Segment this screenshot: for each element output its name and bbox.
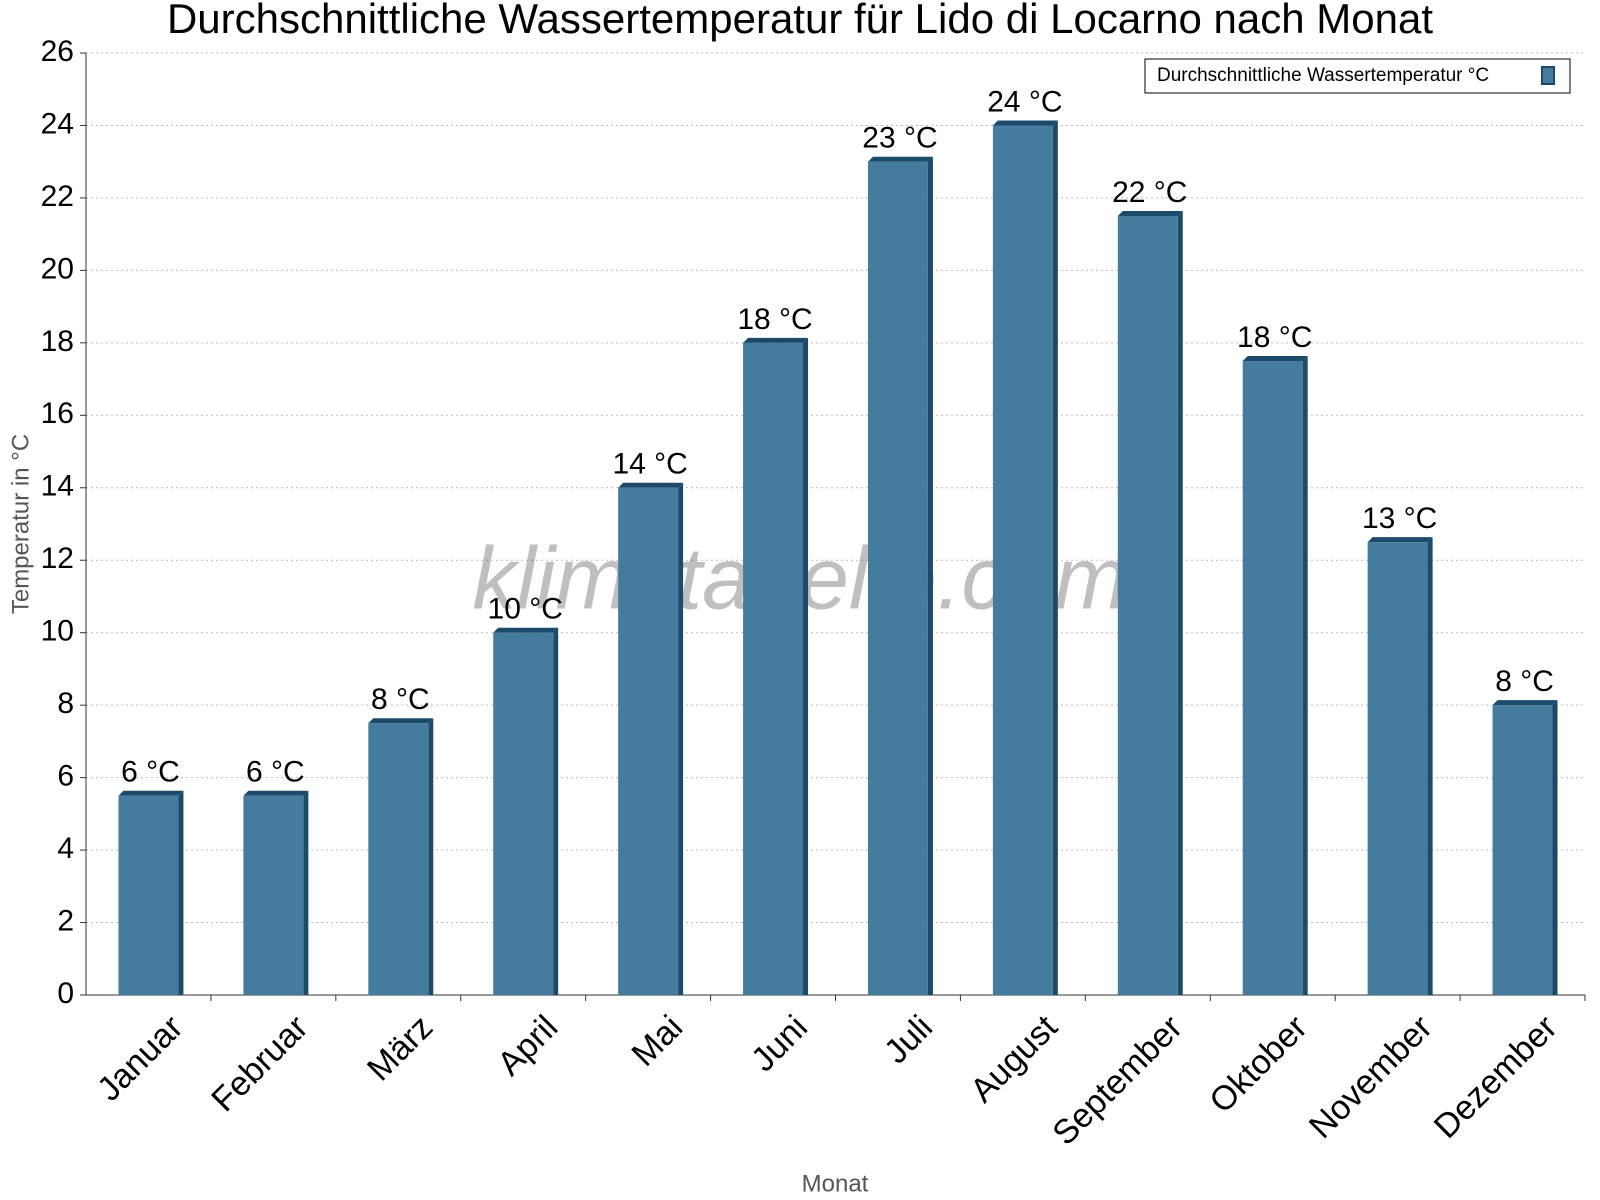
bar-side <box>927 156 933 995</box>
bar-top <box>493 627 559 633</box>
x-tick-label: April <box>490 1008 565 1083</box>
y-tick-label: 8 <box>57 687 74 720</box>
chart-title: Durchschnittliche Wassertemperatur für L… <box>167 0 1433 42</box>
data-label: 8 °C <box>371 683 430 716</box>
x-axis-title: Monat <box>802 1170 869 1197</box>
data-label: 22 °C <box>1112 176 1187 209</box>
y-tick-label: 12 <box>41 542 74 575</box>
y-tick-label: 24 <box>41 107 74 140</box>
y-tick-label: 26 <box>41 35 74 68</box>
bar-side <box>303 790 309 995</box>
bar-top <box>1367 537 1433 543</box>
y-tick-label: 22 <box>41 180 74 213</box>
data-label: 24 °C <box>987 85 1062 118</box>
bar-top <box>1117 211 1183 217</box>
y-tick-label: 20 <box>41 252 74 285</box>
data-label: 14 °C <box>612 448 687 481</box>
bar-side <box>1427 537 1433 995</box>
x-tick-label: Dezember <box>1427 1008 1565 1146</box>
bar-side <box>1052 120 1058 995</box>
x-tick-label: November <box>1302 1008 1440 1146</box>
data-label: 10 °C <box>488 593 563 626</box>
bar <box>1492 705 1553 995</box>
y-tick-label: 18 <box>41 325 74 358</box>
y-tick-label: 16 <box>41 397 74 430</box>
bar <box>867 161 928 995</box>
bar-top <box>118 790 184 796</box>
data-label: 18 °C <box>1237 321 1312 354</box>
bar-side <box>1177 211 1183 996</box>
bar <box>118 795 179 995</box>
legend-box <box>1144 58 1571 94</box>
y-tick-label: 10 <box>41 615 74 648</box>
bar <box>368 723 429 995</box>
x-tick-label: Juni <box>744 1008 815 1079</box>
bar-top <box>243 790 309 796</box>
bar <box>992 125 1053 995</box>
x-tick-label: März <box>360 1008 440 1088</box>
bar <box>1117 216 1178 996</box>
bar <box>1367 542 1428 995</box>
bar-top <box>368 718 434 724</box>
bar <box>1242 360 1303 995</box>
data-label: 13 °C <box>1362 502 1437 535</box>
bar <box>743 342 804 995</box>
y-axis-title: Temperatur in °C <box>7 434 34 614</box>
bar-side <box>1552 700 1558 995</box>
x-tick-label: September <box>1045 1008 1189 1152</box>
legend-swatch <box>1541 66 1555 85</box>
y-tick-label: 14 <box>41 470 74 503</box>
data-label: 18 °C <box>737 303 812 336</box>
y-tick-label: 0 <box>57 977 74 1010</box>
bar-top <box>743 337 809 343</box>
bar <box>493 632 554 995</box>
bar-top <box>992 120 1058 126</box>
y-tick-label: 4 <box>57 832 74 865</box>
data-label: 23 °C <box>862 122 937 155</box>
x-tick-label: Juli <box>877 1008 940 1071</box>
bar-side <box>428 718 434 995</box>
bar-top <box>867 156 933 162</box>
x-tick-label: Mai <box>625 1008 691 1074</box>
data-label: 6 °C <box>246 756 305 789</box>
bar-side <box>553 627 559 995</box>
bar-side <box>678 482 684 995</box>
bar-side <box>1302 355 1308 995</box>
x-tick-label: Februar <box>204 1008 315 1119</box>
bar-top <box>1242 355 1308 361</box>
data-label: 8 °C <box>1495 665 1554 698</box>
x-tick-label: Januar <box>90 1008 190 1108</box>
bar-top <box>1492 700 1558 706</box>
x-tick-label: Oktober <box>1202 1008 1314 1120</box>
bar <box>618 487 679 995</box>
y-tick-label: 6 <box>57 760 74 793</box>
bar-side <box>803 337 809 995</box>
legend-label: Durchschnittliche Wassertemperatur °C <box>1157 65 1489 86</box>
bar <box>243 795 304 995</box>
bar-side <box>178 790 184 995</box>
x-tick-label: August <box>963 1008 1065 1110</box>
bar-top <box>618 482 684 488</box>
y-tick-label: 2 <box>57 904 74 937</box>
data-label: 6 °C <box>121 756 180 789</box>
